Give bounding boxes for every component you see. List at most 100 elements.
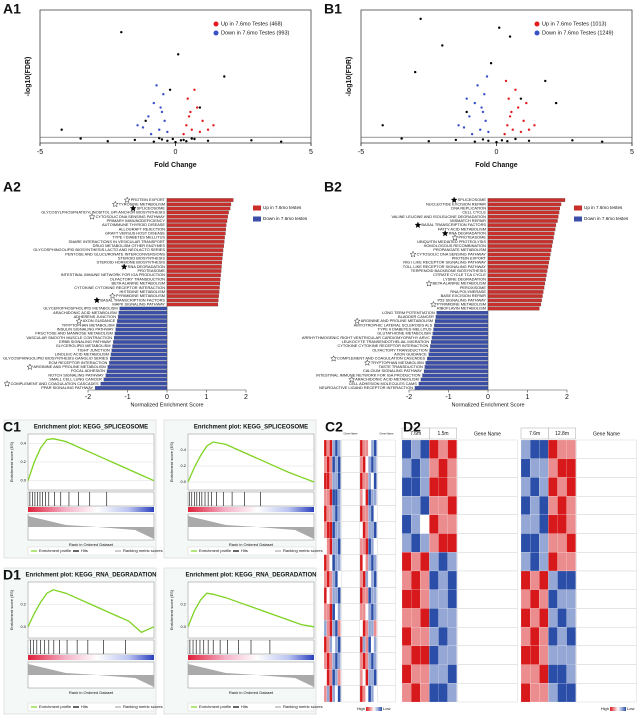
- gene-name-cell: [457, 626, 518, 647]
- legend-label: Down in 7.6mo testes: [584, 216, 629, 221]
- x-tick-label: 5: [309, 149, 313, 156]
- heatmap-cell: [323, 669, 327, 686]
- point: [465, 97, 468, 100]
- point: [106, 140, 109, 143]
- heatmap-cell: [429, 477, 439, 497]
- heatmap-cell: [438, 589, 448, 609]
- pathway-star: [451, 234, 459, 241]
- heatmap-cell: [337, 456, 341, 473]
- heatmap-cell: [530, 645, 540, 665]
- heatmap-cell: [420, 439, 430, 459]
- gene-name-cell: [341, 619, 360, 637]
- category-label: OLFACTORY TRANSDUCTION: [372, 347, 427, 352]
- category-label: BLADDER CANCER: [398, 314, 434, 319]
- bar: [166, 206, 231, 211]
- heatmap-cell: [334, 439, 338, 457]
- rank-gradient: [28, 507, 154, 512]
- heatmap-cell: [539, 683, 549, 703]
- bar: [487, 281, 545, 286]
- bar: [487, 248, 552, 252]
- heatmap-cell: [370, 620, 374, 637]
- category-label: LYSINE DEGRADATION: [443, 276, 486, 281]
- heatmap-cell: [539, 608, 549, 628]
- heatmap-cell: [370, 538, 374, 555]
- heatmap-cell: [420, 496, 430, 515]
- heatmap-cell: [420, 645, 430, 665]
- heatmap-cell: [447, 608, 457, 628]
- heatmap-cell: [329, 472, 333, 490]
- heatmap-cell: [447, 683, 457, 703]
- legend-swatch: [253, 205, 261, 211]
- bar: [487, 235, 554, 240]
- category-label: PROTEASOME: [138, 268, 166, 273]
- heatmap-cell: [447, 439, 457, 459]
- heatmap-cell: [368, 570, 372, 588]
- point: [481, 138, 485, 141]
- x-axis-label: Rank in Ordered Dataset: [69, 690, 114, 695]
- point: [133, 138, 137, 142]
- point: [454, 138, 458, 142]
- y-axis-label: -log10(FDR): [346, 57, 353, 97]
- point: [400, 137, 403, 140]
- heatmap-cell: [429, 645, 439, 665]
- bar: [487, 302, 542, 307]
- heatmap-cell: [362, 603, 366, 621]
- point: [279, 140, 283, 143]
- category-label: DRUG METABOLISM OTHER ENZYMES: [93, 243, 166, 248]
- gene-name-cell: [576, 514, 637, 534]
- heatmap-cell: [401, 552, 412, 572]
- y-axis-label: Enrichment score (ES): [169, 441, 174, 482]
- heatmap-cell: [520, 683, 531, 703]
- heatmap-cell: [359, 472, 363, 490]
- heatmap-cell: [334, 603, 338, 621]
- heatmap-cell: [337, 505, 341, 522]
- heatmap-cell: [329, 456, 333, 473]
- bar: [118, 310, 168, 315]
- bar: [114, 331, 168, 336]
- heatmap-cell: [362, 554, 366, 572]
- heatmap-cell: [329, 620, 333, 637]
- heatmap-cell: [429, 552, 439, 572]
- gene-name-cell: [576, 439, 637, 459]
- y-tick-label: 0.0: [20, 624, 26, 629]
- heatmap-cell: [548, 627, 558, 646]
- plot-title: Enrichment plot: KEGG_SPLICEOSOME: [34, 425, 148, 431]
- bar: [166, 198, 234, 202]
- gene-name-cell: [457, 439, 518, 459]
- heatmap-cell: [520, 496, 531, 515]
- heatmap-cell: [566, 514, 576, 534]
- heatmap-cell: [373, 554, 377, 572]
- point: [487, 130, 490, 134]
- point: [195, 106, 199, 109]
- color-scale-label: Low: [627, 706, 634, 711]
- heatmap-cell: [332, 587, 336, 604]
- point: [419, 17, 422, 21]
- gene-name-cell: [377, 521, 396, 539]
- bar: [487, 277, 546, 282]
- heatmap-cell: [429, 627, 439, 646]
- x-axis-label: Fold Change: [154, 162, 196, 169]
- gene-name-cell: [377, 570, 396, 588]
- heatmap-cell: [420, 608, 430, 628]
- heatmap-cell: [365, 472, 369, 490]
- point: [441, 44, 444, 47]
- heatmap-cell: [548, 589, 558, 609]
- heatmap-cell: [401, 683, 412, 703]
- x-axis-label: Rank in Ordered Dataset: [229, 542, 274, 547]
- gene-name-cell: [576, 683, 637, 703]
- panel-label: B1: [324, 1, 342, 17]
- category-label: UBIQUITIN MEDIATED PROTEOLYSIS: [417, 239, 486, 244]
- point: [177, 53, 180, 56]
- category-label: TASTE TRANSDUCTION: [379, 364, 423, 369]
- point: [503, 132, 506, 136]
- bar: [166, 235, 225, 240]
- point: [571, 139, 574, 142]
- category-label: ERBB SIGNALING PATHWAY: [59, 339, 112, 344]
- point: [514, 88, 517, 92]
- category-label: CYTOSOLIC DNA SENSING PATHWAY: [417, 251, 487, 256]
- heatmap-cell: [438, 458, 448, 478]
- category-label: AXON GUIDANCE: [394, 352, 427, 357]
- heatmap-cell: [530, 477, 540, 497]
- heatmap-cell: [337, 570, 341, 588]
